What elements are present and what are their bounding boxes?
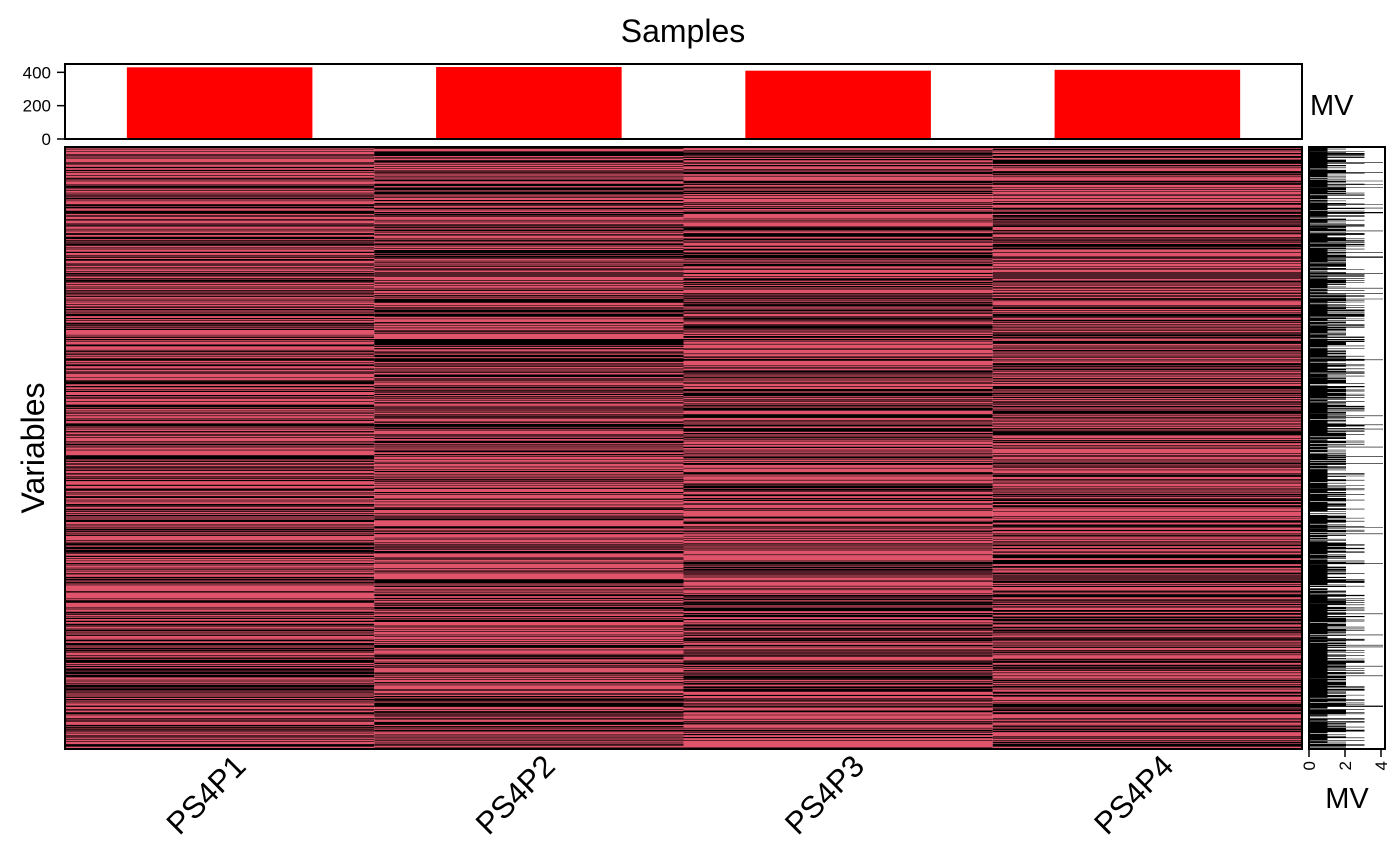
y-axis-label: Variables	[15, 382, 51, 513]
missing-values-ps4p1	[65, 148, 375, 747]
side-bar-x-axis: 0 2 4	[1300, 748, 1391, 770]
sample-label-ps4p1: PS4P1	[160, 748, 253, 841]
sample-label-ps4p3: PS4P3	[778, 748, 871, 841]
missing-cells-ps4p3	[683, 150, 993, 748]
chart-title: Samples	[621, 13, 746, 49]
heatmap-column-ps4p2	[374, 147, 684, 749]
heatmap-body	[65, 147, 1302, 749]
sample-label-ps4p4: PS4P4	[1087, 748, 1180, 841]
side-bar-chart	[1309, 147, 1383, 748]
top-bar-chart	[126, 67, 1241, 139]
top-bar-ps4p1	[126, 67, 313, 139]
side-bar-label: MV	[1325, 783, 1369, 815]
sample-label-ps4p2: PS4P2	[469, 748, 562, 841]
missing-values-ps4p4	[992, 147, 1302, 747]
top-axis-tick-label: 0	[42, 130, 51, 149]
top-axis-tick-label: 400	[23, 63, 51, 82]
side-axis-tick-label: 4	[1372, 761, 1391, 770]
side-bars-missing-per-variable	[1309, 147, 1383, 748]
top-axis-tick-label: 200	[23, 97, 51, 116]
side-axis-tick-label: 0	[1300, 761, 1319, 770]
top-bar-label: MV	[1310, 90, 1354, 122]
top-bar-ps4p4	[1054, 69, 1241, 139]
top-bar-y-axis: 400 200 0	[23, 63, 66, 149]
missing-values-ps4p3	[683, 150, 993, 748]
sample-labels: PS4P1 PS4P2 PS4P3 PS4P4	[160, 748, 1181, 841]
side-axis-tick-label: 2	[1336, 761, 1355, 770]
top-bar-ps4p2	[436, 67, 622, 139]
heatmap-frame	[64, 146, 1303, 750]
missing-cells-ps4p4	[992, 147, 1302, 747]
missing-cells-ps4p1	[65, 148, 375, 747]
top-bar-ps4p3	[745, 70, 931, 139]
